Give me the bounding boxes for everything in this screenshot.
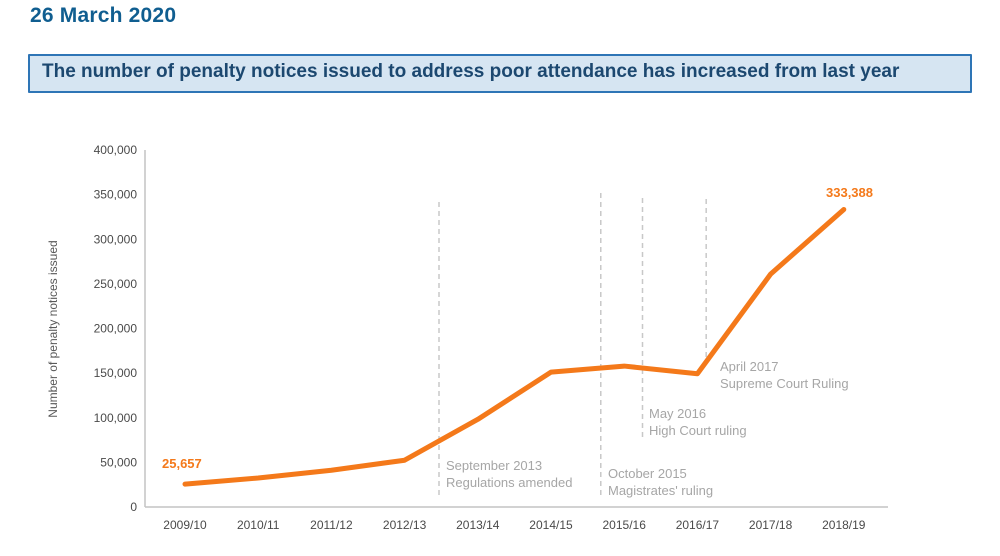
x-tick-label: 2010/11 bbox=[237, 518, 280, 532]
x-tick-label: 2014/15 bbox=[529, 518, 573, 532]
y-tick-label: 50,000 bbox=[100, 455, 137, 469]
y-tick-label: 200,000 bbox=[94, 322, 138, 336]
data-point-label: 25,657 bbox=[162, 456, 202, 471]
y-tick-label: 250,000 bbox=[94, 277, 138, 291]
annotation-text: September 2013 bbox=[446, 458, 542, 473]
annotation-text: High Court ruling bbox=[649, 423, 747, 438]
x-tick-label: 2015/16 bbox=[603, 518, 647, 532]
headline-text: The number of penalty notices issued to … bbox=[42, 61, 900, 82]
x-tick-label: 2013/14 bbox=[456, 518, 500, 532]
annotation-text: Supreme Court Ruling bbox=[720, 376, 849, 391]
y-tick-label: 350,000 bbox=[94, 188, 138, 202]
annotation-text: Magistrates' ruling bbox=[608, 483, 713, 498]
headline-banner: The number of penalty notices issued to … bbox=[28, 54, 972, 93]
data-point-label: 333,388 bbox=[826, 185, 873, 200]
y-tick-label: 100,000 bbox=[94, 411, 138, 425]
x-tick-label: 2009/10 bbox=[163, 518, 207, 532]
x-tick-label: 2017/18 bbox=[749, 518, 793, 532]
y-tick-label: 150,000 bbox=[94, 366, 138, 380]
line-chart-canvas: 0 50,000 100,000 150,000 200,000 250,000 300,0… bbox=[46, 143, 888, 532]
data-line bbox=[182, 206, 847, 487]
x-tick-label: 2011/12 bbox=[310, 518, 353, 532]
y-tick-label: 300,000 bbox=[94, 232, 138, 246]
y-tick-label: 400,000 bbox=[94, 143, 138, 157]
y-axis-title: Number of penalty notices issued bbox=[46, 240, 60, 417]
annotation-text: May 2016 bbox=[649, 406, 706, 421]
date-heading: 26 March 2020 bbox=[30, 4, 177, 27]
annotation-text: Regulations amended bbox=[446, 475, 572, 490]
annotation-text: April 2017 bbox=[720, 359, 779, 374]
x-tick-label: 2012/13 bbox=[383, 518, 427, 532]
annotation-text: October 2015 bbox=[608, 466, 687, 481]
x-tick-label: 2016/17 bbox=[676, 518, 720, 532]
y-tick-label: 0 bbox=[130, 500, 137, 514]
x-tick-label: 2018/19 bbox=[822, 518, 866, 532]
penalty-notices-chart: 0 50,000 100,000 150,000 200,000 250,000 300,0… bbox=[0, 136, 1000, 556]
